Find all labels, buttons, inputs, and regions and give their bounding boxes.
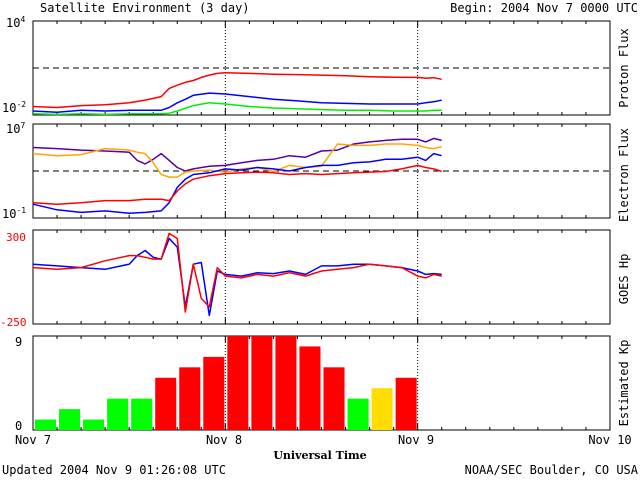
hp-ytick-top: 300: [6, 231, 26, 244]
proton-flux-panel: [32, 20, 611, 116]
begin-time: Begin: 2004 Nov 7 0000 UTC: [450, 1, 638, 15]
proton-flux-label: Proton Flux: [617, 28, 631, 107]
kp-bar: [395, 377, 417, 430]
electron_flux-series-purple: [32, 137, 442, 172]
kp-bar: [227, 336, 249, 430]
kp-bar: [131, 398, 153, 430]
kp-bar: [347, 398, 369, 430]
electron-flux-panel: [32, 123, 611, 219]
kp-bar: [179, 367, 201, 430]
x-tick-nov9: Nov 9: [398, 433, 434, 447]
kp-bar: [203, 356, 225, 430]
kp-bar: [155, 377, 177, 430]
kp-bar: [275, 336, 297, 430]
proton-ytick-top: 104: [6, 15, 25, 30]
kp-bar: [59, 409, 81, 430]
electron-ytick-bottom: 10-1: [2, 206, 26, 221]
goes-hp-panel: [32, 229, 611, 325]
estimated-kp-panel: [32, 335, 611, 431]
electron-ytick-top: 107: [6, 121, 25, 136]
kp-bar: [107, 398, 129, 430]
panel-frame-2: [32, 229, 611, 325]
x-axis-label: Universal Time: [273, 449, 366, 462]
estimated-kp-label: Estimated Kp: [617, 340, 631, 427]
kp-bar: [35, 419, 57, 430]
hp-ytick-bottom: -250: [0, 316, 27, 329]
electron_flux-series-orange: [32, 143, 442, 178]
kp-bar: [83, 419, 105, 430]
x-tick-nov8: Nov 8: [206, 433, 242, 447]
kp-bar: [299, 346, 321, 430]
credit: NOAA/SEC Boulder, CO USA: [465, 463, 639, 477]
updated-time: Updated 2004 Nov 9 01:26:08 UTC: [2, 463, 226, 477]
kp-bar: [251, 336, 273, 430]
kp-ytick-top: 9: [15, 335, 22, 349]
proton-ytick-bottom: 10-2: [2, 100, 26, 115]
proton_flux-series-blue: [32, 92, 442, 113]
x-tick-nov10: Nov 10: [588, 433, 631, 447]
electron_flux-series-blue: [32, 152, 442, 215]
proton_flux-series-red: [32, 71, 442, 109]
kp-bar: [323, 367, 345, 430]
goes_hp-series-red: [32, 232, 442, 313]
goes-hp-label: GOES Hp: [617, 254, 631, 305]
electron-flux-label: Electron Flux: [617, 128, 631, 222]
proton_flux-series-green: [32, 102, 442, 116]
electron_flux-series-red: [32, 164, 442, 205]
kp-ytick-bottom: 0: [15, 419, 22, 433]
kp-bar: [371, 388, 393, 430]
chart-title: Satellite Environment (3 day): [40, 1, 250, 15]
x-tick-nov7: Nov 7: [15, 433, 51, 447]
